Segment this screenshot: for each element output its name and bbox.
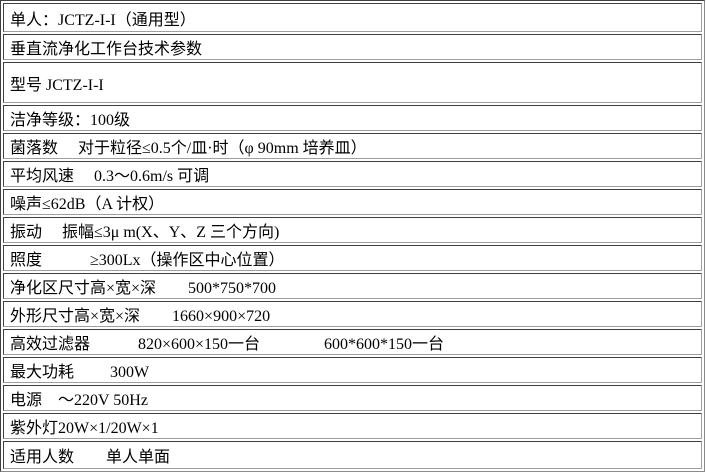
- table-row: 净化区尺寸高×宽×深 500*750*700: [3, 273, 702, 299]
- spec-cell-noise: 噪声≤62dB（A 计权）: [3, 189, 702, 215]
- table-row: 振动 振幅≤3μ m(X、Y、Z 三个方向): [3, 217, 702, 243]
- spec-cell-clean-class: 洁净等级：100级: [3, 105, 702, 131]
- table-row: 平均风速 0.3～0.6m/s 可调: [3, 161, 702, 187]
- table-row: 最大功耗 300W: [3, 357, 702, 383]
- table-row: 垂直流净化工作台技术参数: [3, 34, 702, 60]
- table-row: 紫外灯20W×1/20W×1: [3, 413, 702, 439]
- spec-cell-hepa-filter: 高效过滤器 820×600×150一台 600*600*150一台: [3, 329, 702, 355]
- spec-cell-max-power: 最大功耗 300W: [3, 357, 702, 383]
- spec-cell-uv-lamp: 紫外灯20W×1/20W×1: [3, 413, 702, 439]
- table-row: 型号 JCTZ-I-I: [3, 62, 702, 103]
- table-row: 外形尺寸高×宽×深 1660×900×720: [3, 301, 702, 327]
- spec-cell-capacity: 适用人数 单人单面: [3, 441, 702, 469]
- spec-cell-vibration: 振动 振幅≤3μ m(X、Y、Z 三个方向): [3, 217, 702, 243]
- table-row: 电源 ～220V 50Hz: [3, 385, 702, 411]
- spec-cell-outer-size: 外形尺寸高×宽×深 1660×900×720: [3, 301, 702, 327]
- table-row: 适用人数 单人单面: [3, 441, 702, 469]
- spec-cell-model: 型号 JCTZ-I-I: [3, 62, 702, 103]
- spec-cell-power-supply: 电源 ～220V 50Hz: [3, 385, 702, 411]
- table-row: 菌落数 对于粒径≤0.5个/皿·时（φ 90mm 培养皿）: [3, 133, 702, 159]
- table-row: 单人：JCTZ-I-I（通用型）: [3, 3, 702, 32]
- spec-cell-illuminance: 照度 ≥300Lx（操作区中心位置）: [3, 245, 702, 271]
- table-row: 噪声≤62dB（A 计权）: [3, 189, 702, 215]
- table-row: 高效过滤器 820×600×150一台 600*600*150一台: [3, 329, 702, 355]
- spec-cell-model-header: 单人：JCTZ-I-I（通用型）: [3, 3, 702, 32]
- spec-cell-clean-area-size: 净化区尺寸高×宽×深 500*750*700: [3, 273, 702, 299]
- table-row: 照度 ≥300Lx（操作区中心位置）: [3, 245, 702, 271]
- spec-cell-colony-count: 菌落数 对于粒径≤0.5个/皿·时（φ 90mm 培养皿）: [3, 133, 702, 159]
- spec-cell-wind-speed: 平均风速 0.3～0.6m/s 可调: [3, 161, 702, 187]
- spec-cell-title: 垂直流净化工作台技术参数: [3, 34, 702, 60]
- spec-table-body: 单人：JCTZ-I-I（通用型） 垂直流净化工作台技术参数 型号 JCTZ-I-…: [3, 3, 702, 469]
- table-row: 洁净等级：100级: [3, 105, 702, 131]
